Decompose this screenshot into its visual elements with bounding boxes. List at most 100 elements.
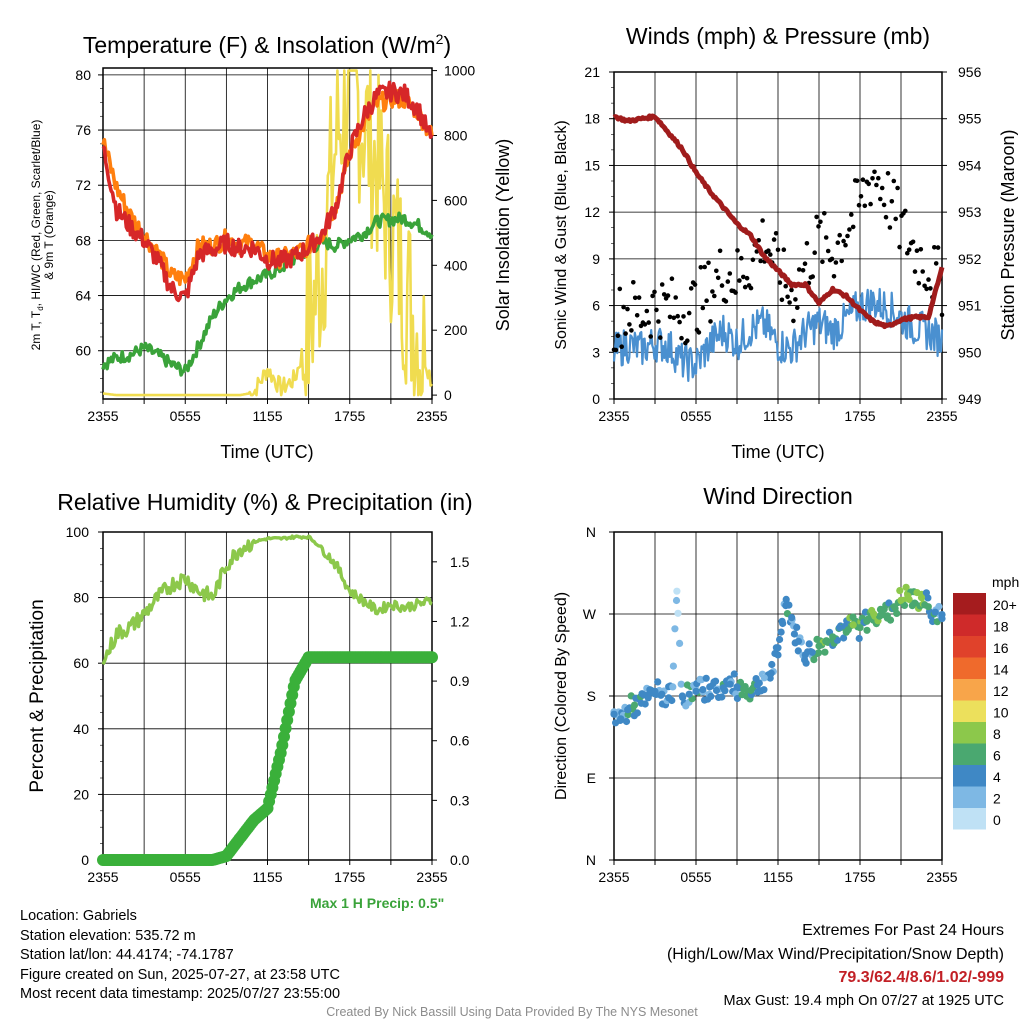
direction-point — [805, 640, 813, 648]
gust-point — [874, 182, 879, 188]
gust-point — [872, 169, 877, 175]
winds-y-axis-label: Sonic Wind & Gust (Blue, Black) — [553, 120, 570, 349]
x-tick-label: 0555 — [680, 408, 711, 424]
gust-point — [677, 319, 682, 325]
temperature-y-axis-label: 2m T, Td, HI/WC (Red, Green, Scarlet/Blu… — [29, 120, 45, 351]
gust-point — [891, 178, 897, 184]
gust-point — [847, 227, 852, 232]
gust-point — [698, 265, 704, 270]
direction-point — [821, 648, 829, 656]
legend-label: 2 — [993, 791, 1001, 807]
gust-point — [903, 208, 908, 214]
y-tick-label: 80 — [73, 590, 89, 606]
extremes-title: Extremes For Past 24 Hours — [802, 922, 1004, 939]
gust-point — [783, 283, 788, 289]
direction-point — [829, 633, 837, 641]
direction-point — [890, 603, 898, 611]
x-tick-label: 1755 — [844, 408, 875, 424]
direction-point — [808, 648, 816, 656]
direction-point — [790, 630, 799, 638]
direction-point — [774, 651, 782, 659]
gust-point — [686, 310, 692, 316]
direction-point — [633, 709, 642, 717]
direction-point — [760, 674, 768, 682]
y-tick-label: 0 — [81, 852, 89, 868]
gust-point — [673, 295, 678, 300]
gust-point — [723, 299, 729, 304]
gust-point — [905, 250, 910, 256]
x-tick-label: 2355 — [416, 869, 447, 885]
y-tick-label: 0 — [592, 391, 600, 407]
gust-point — [829, 256, 835, 262]
gust-point — [791, 318, 796, 324]
x-tick-label: 2355 — [87, 408, 118, 424]
gust-point — [656, 319, 661, 324]
direction-point — [793, 623, 801, 632]
y-tick-label: 64 — [75, 288, 91, 304]
gust-point — [744, 275, 750, 281]
gust-point — [750, 257, 756, 263]
legend-label: 10 — [993, 705, 1009, 721]
gust-point — [766, 248, 771, 253]
x-tick-label: 0555 — [680, 869, 711, 885]
precip-point — [426, 651, 438, 664]
y2-tick-label: 200 — [444, 322, 468, 338]
gust-point — [833, 260, 839, 265]
gust-point — [702, 264, 707, 270]
y2-tick-label: 956 — [958, 64, 982, 80]
gust-point — [710, 289, 715, 294]
x-tick-label: 2355 — [926, 869, 957, 885]
direction-point — [776, 635, 784, 644]
legend-label: 4 — [993, 769, 1001, 785]
gust-point — [629, 328, 634, 333]
direction-point — [801, 651, 809, 659]
legend-swatch — [953, 614, 986, 636]
direction-point — [778, 617, 786, 625]
direction-point — [654, 678, 662, 686]
gust-point — [715, 275, 721, 281]
gust-point — [812, 250, 817, 255]
direction-point — [876, 605, 885, 614]
temperature-y-axis-label-line2: & 9m T (Orange) — [42, 190, 56, 280]
direction-point — [902, 583, 910, 591]
direction-point — [924, 594, 932, 602]
gust-point — [632, 295, 638, 301]
gust-point — [870, 176, 875, 181]
gust-point — [671, 315, 677, 321]
gust-point — [787, 300, 792, 305]
y2-tick-label: 954 — [958, 157, 982, 173]
gust-point — [876, 175, 881, 181]
gust-point — [613, 347, 619, 353]
legend-label: 12 — [993, 683, 1009, 699]
gust-point — [897, 244, 902, 250]
gust-point — [775, 247, 781, 253]
gust-point — [661, 292, 667, 297]
gust-point — [822, 211, 827, 216]
wind-direction-points — [610, 583, 946, 727]
direction-point — [733, 683, 741, 691]
gust-point — [760, 218, 765, 223]
gust-point — [669, 276, 675, 282]
y2-tick-label: 953 — [958, 204, 982, 220]
direction-point — [815, 642, 823, 650]
gust-point — [692, 282, 698, 287]
direction-point — [870, 610, 878, 618]
y-tick-label: 6 — [592, 298, 600, 314]
direction-point — [610, 710, 618, 718]
gust-point — [926, 277, 931, 282]
y2-tick-label: 0.3 — [450, 792, 470, 808]
temperature-x-axis-label: Time (UTC) — [220, 442, 313, 462]
direction-point — [711, 677, 720, 685]
x-tick-label: 1155 — [252, 408, 282, 424]
wind-direction-panel-title: Wind Direction — [703, 483, 853, 509]
gust-point — [843, 242, 848, 248]
humidity-panel-title: Relative Humidity (%) & Precipitation (i… — [57, 489, 472, 515]
y2-tick-label: 951 — [958, 298, 982, 314]
gust-point — [679, 335, 684, 341]
gust-point — [768, 252, 773, 257]
extremes-info: Extremes For Past 24 Hours (High/Low/Max… — [504, 919, 1004, 1013]
direction-point — [835, 624, 844, 632]
y-tick-label: N — [586, 852, 596, 868]
y-tick-label: 15 — [584, 157, 600, 173]
